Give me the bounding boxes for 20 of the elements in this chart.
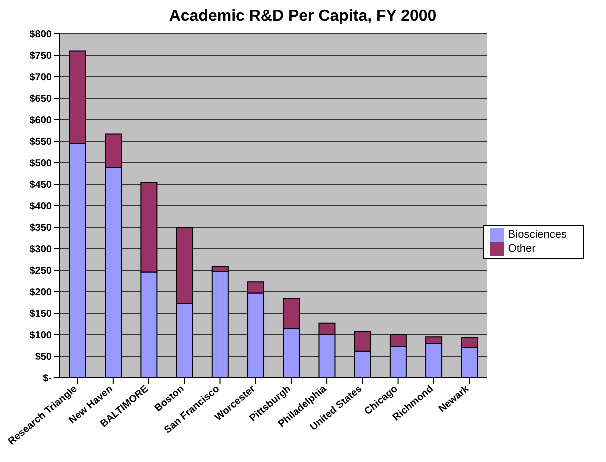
y-tick-label: $350 xyxy=(30,223,52,234)
y-tick-label: $750 xyxy=(30,51,52,62)
y-tick-label: $300 xyxy=(30,244,52,256)
legend-label: Biosciences xyxy=(508,228,567,241)
chart-title: Academic R&D Per Capita, FY 2000 xyxy=(168,8,438,26)
y-tick-label: $450 xyxy=(30,180,52,192)
y-tick-label: $500 xyxy=(30,158,52,170)
y-tick-label: $600 xyxy=(30,116,52,127)
y-tick-label: $150 xyxy=(30,309,52,320)
legend-label: Other xyxy=(508,242,536,255)
y-tick-label: $250 xyxy=(30,266,52,278)
y-tick-label: $550 xyxy=(30,137,52,148)
y-tick-label: $100 xyxy=(30,330,52,342)
y-tick-label: $650 xyxy=(30,94,52,106)
y-tick-label: $- xyxy=(43,374,52,385)
y-tick-label: $800 xyxy=(30,30,52,41)
y-tick-label: $200 xyxy=(30,288,52,299)
y-tick-label: $700 xyxy=(30,72,52,84)
y-tick-label: $50 xyxy=(35,352,52,364)
y-tick-label: $400 xyxy=(30,202,52,213)
